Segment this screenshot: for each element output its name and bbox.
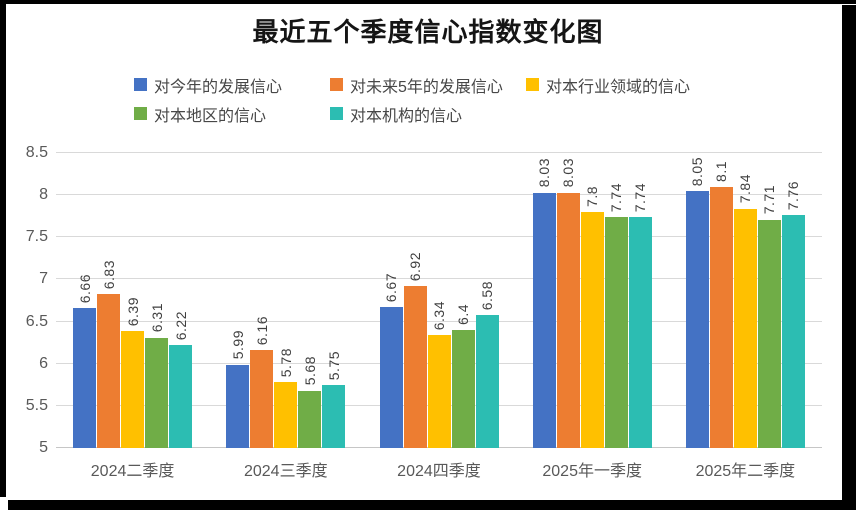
bar-2-cat-3 xyxy=(403,286,427,448)
y-axis-tick-label: 8.5 xyxy=(25,144,48,161)
bar-value-label: 6.4 xyxy=(455,304,471,325)
legend-label: 对未来5年的发展信心 xyxy=(350,78,503,96)
bar-value-label: 8.1 xyxy=(713,160,730,182)
x-axis-category-label: 2024四季度 xyxy=(397,463,481,480)
y-axis-tick-label: 5 xyxy=(39,439,48,456)
y-axis-tick-label: 5.5 xyxy=(25,396,48,414)
legend-item: 对本行业领域的信心 xyxy=(526,73,690,97)
gridline xyxy=(56,236,822,238)
bar-value-label: 8.03 xyxy=(560,158,577,188)
bar-5-cat-2 xyxy=(322,384,346,448)
legend-row: 对今年的发展信心 对未来5年的发展信心 对本行业领域的信心 xyxy=(134,70,690,99)
bar-value-label: 7.76 xyxy=(785,181,802,211)
bar-1-cat-5 xyxy=(685,190,709,448)
bar-5-cat-3 xyxy=(475,314,499,448)
bar-1-cat-3 xyxy=(379,307,403,448)
chart-title: 最近五个季度信心指数变化图 xyxy=(252,18,604,47)
bar-value-label: 6.66 xyxy=(76,273,93,304)
bar-value-label: 7.8 xyxy=(584,186,601,207)
gridline xyxy=(56,320,822,322)
frame-top-edge xyxy=(0,0,856,4)
bar-3-cat-1 xyxy=(121,330,145,448)
legend-swatch-icon xyxy=(330,78,343,91)
x-axis-category-label: 2024三季度 xyxy=(243,463,328,480)
bar-1-cat-2 xyxy=(226,364,250,448)
chart-legend: 对今年的发展信心 对未来5年的发展信心 对本行业领域的信心对本地区的信心 对本机构的信… xyxy=(134,70,690,128)
bar-value-label: 5.78 xyxy=(277,348,294,378)
bar-value-label: 5.68 xyxy=(301,356,318,386)
legend-swatch-icon xyxy=(526,78,539,91)
legend-label: 对本机构的信心 xyxy=(350,107,463,125)
gridline xyxy=(56,194,822,196)
x-axis-category-label: 2025年一季度 xyxy=(542,463,642,480)
y-axis-tick-label: 7 xyxy=(39,270,48,288)
x-axis: 2024二季度 2024三季度 2024四季度 2025年一季度 2025年二季度 xyxy=(56,457,822,481)
bar-4-cat-4 xyxy=(604,217,628,448)
bar-value-label: 8.03 xyxy=(536,158,553,188)
plot-area: 6.66 6.83 6.39 6.31 6.22 5.99 6.16 5.78 5.68 5.75… xyxy=(56,152,822,448)
legend-swatch-icon xyxy=(134,78,147,91)
bar-3-cat-4 xyxy=(580,212,604,448)
bar-value-label: 8.05 xyxy=(689,156,706,186)
bar-3-cat-5 xyxy=(733,208,757,448)
bar-5-cat-5 xyxy=(781,215,805,448)
legend-label: 对本地区的信心 xyxy=(154,107,267,125)
bar-value-label: 6.39 xyxy=(124,296,141,326)
bar-5-cat-1 xyxy=(169,345,193,448)
bar-2-cat-5 xyxy=(709,186,733,448)
y-axis-tick-label: 8 xyxy=(39,186,48,204)
x-axis-category-label: 2025年二季度 xyxy=(695,463,796,480)
legend-swatch-icon xyxy=(330,107,343,120)
bar-value-label: 7.84 xyxy=(737,174,754,204)
legend-item: 对未来5年的发展信心 xyxy=(330,73,526,97)
frame-right-edge xyxy=(842,5,856,510)
y-axis-tick-label: 6 xyxy=(39,354,48,372)
legend-label: 对今年的发展信心 xyxy=(154,78,283,96)
y-axis: 5 5.5 6 6.5 7 7.5 8 8.5 xyxy=(6,144,50,456)
bar-5-cat-4 xyxy=(628,217,652,448)
bar-value-label: 6.22 xyxy=(172,310,189,341)
legend-row: 对本地区的信心 对本机构的信心 xyxy=(134,99,690,128)
y-axis-tick-label: 6.5 xyxy=(25,312,48,330)
frame-bottom-edge xyxy=(8,500,856,510)
bar-value-label: 6.16 xyxy=(253,315,270,346)
bar-value-label: 7.74 xyxy=(608,182,625,213)
bar-4-cat-1 xyxy=(145,337,169,448)
bar-4-cat-5 xyxy=(757,219,781,448)
legend-swatch-icon xyxy=(134,107,147,120)
frame-left-edge xyxy=(0,0,6,497)
bar-value-label: 6.92 xyxy=(407,251,423,282)
legend-label: 对本行业领域的信心 xyxy=(546,78,691,96)
bar-value-label: 6.34 xyxy=(431,300,447,331)
legend-item: 对本机构的信心 xyxy=(330,102,462,126)
x-axis-category-label: 2024二季度 xyxy=(90,463,175,480)
y-axis-tick-label: 7.5 xyxy=(25,228,48,246)
bar-4-cat-2 xyxy=(298,390,322,448)
legend-item: 对本地区的信心 xyxy=(134,102,330,126)
bar-value-label: 6.31 xyxy=(148,303,165,333)
bar-3-cat-3 xyxy=(427,335,451,448)
bar-value-label: 7.71 xyxy=(761,185,778,215)
bar-2-cat-4 xyxy=(556,192,580,448)
bar-value-label: 7.74 xyxy=(632,182,649,213)
bar-value-label: 5.75 xyxy=(325,350,342,380)
bar-value-label: 6.67 xyxy=(383,273,399,303)
bar-2-cat-2 xyxy=(250,350,274,448)
bar-value-label: 6.83 xyxy=(100,259,117,289)
bar-2-cat-1 xyxy=(97,293,121,448)
bar-value-label: 6.58 xyxy=(479,280,495,310)
bar-1-cat-1 xyxy=(73,308,97,448)
bar-value-label: 5.99 xyxy=(229,330,246,360)
gridline xyxy=(56,278,822,280)
bar-4-cat-3 xyxy=(451,330,475,448)
legend-item: 对今年的发展信心 xyxy=(134,73,330,97)
gridline xyxy=(56,152,822,153)
bar-3-cat-2 xyxy=(274,382,298,448)
bar-1-cat-4 xyxy=(532,192,556,448)
